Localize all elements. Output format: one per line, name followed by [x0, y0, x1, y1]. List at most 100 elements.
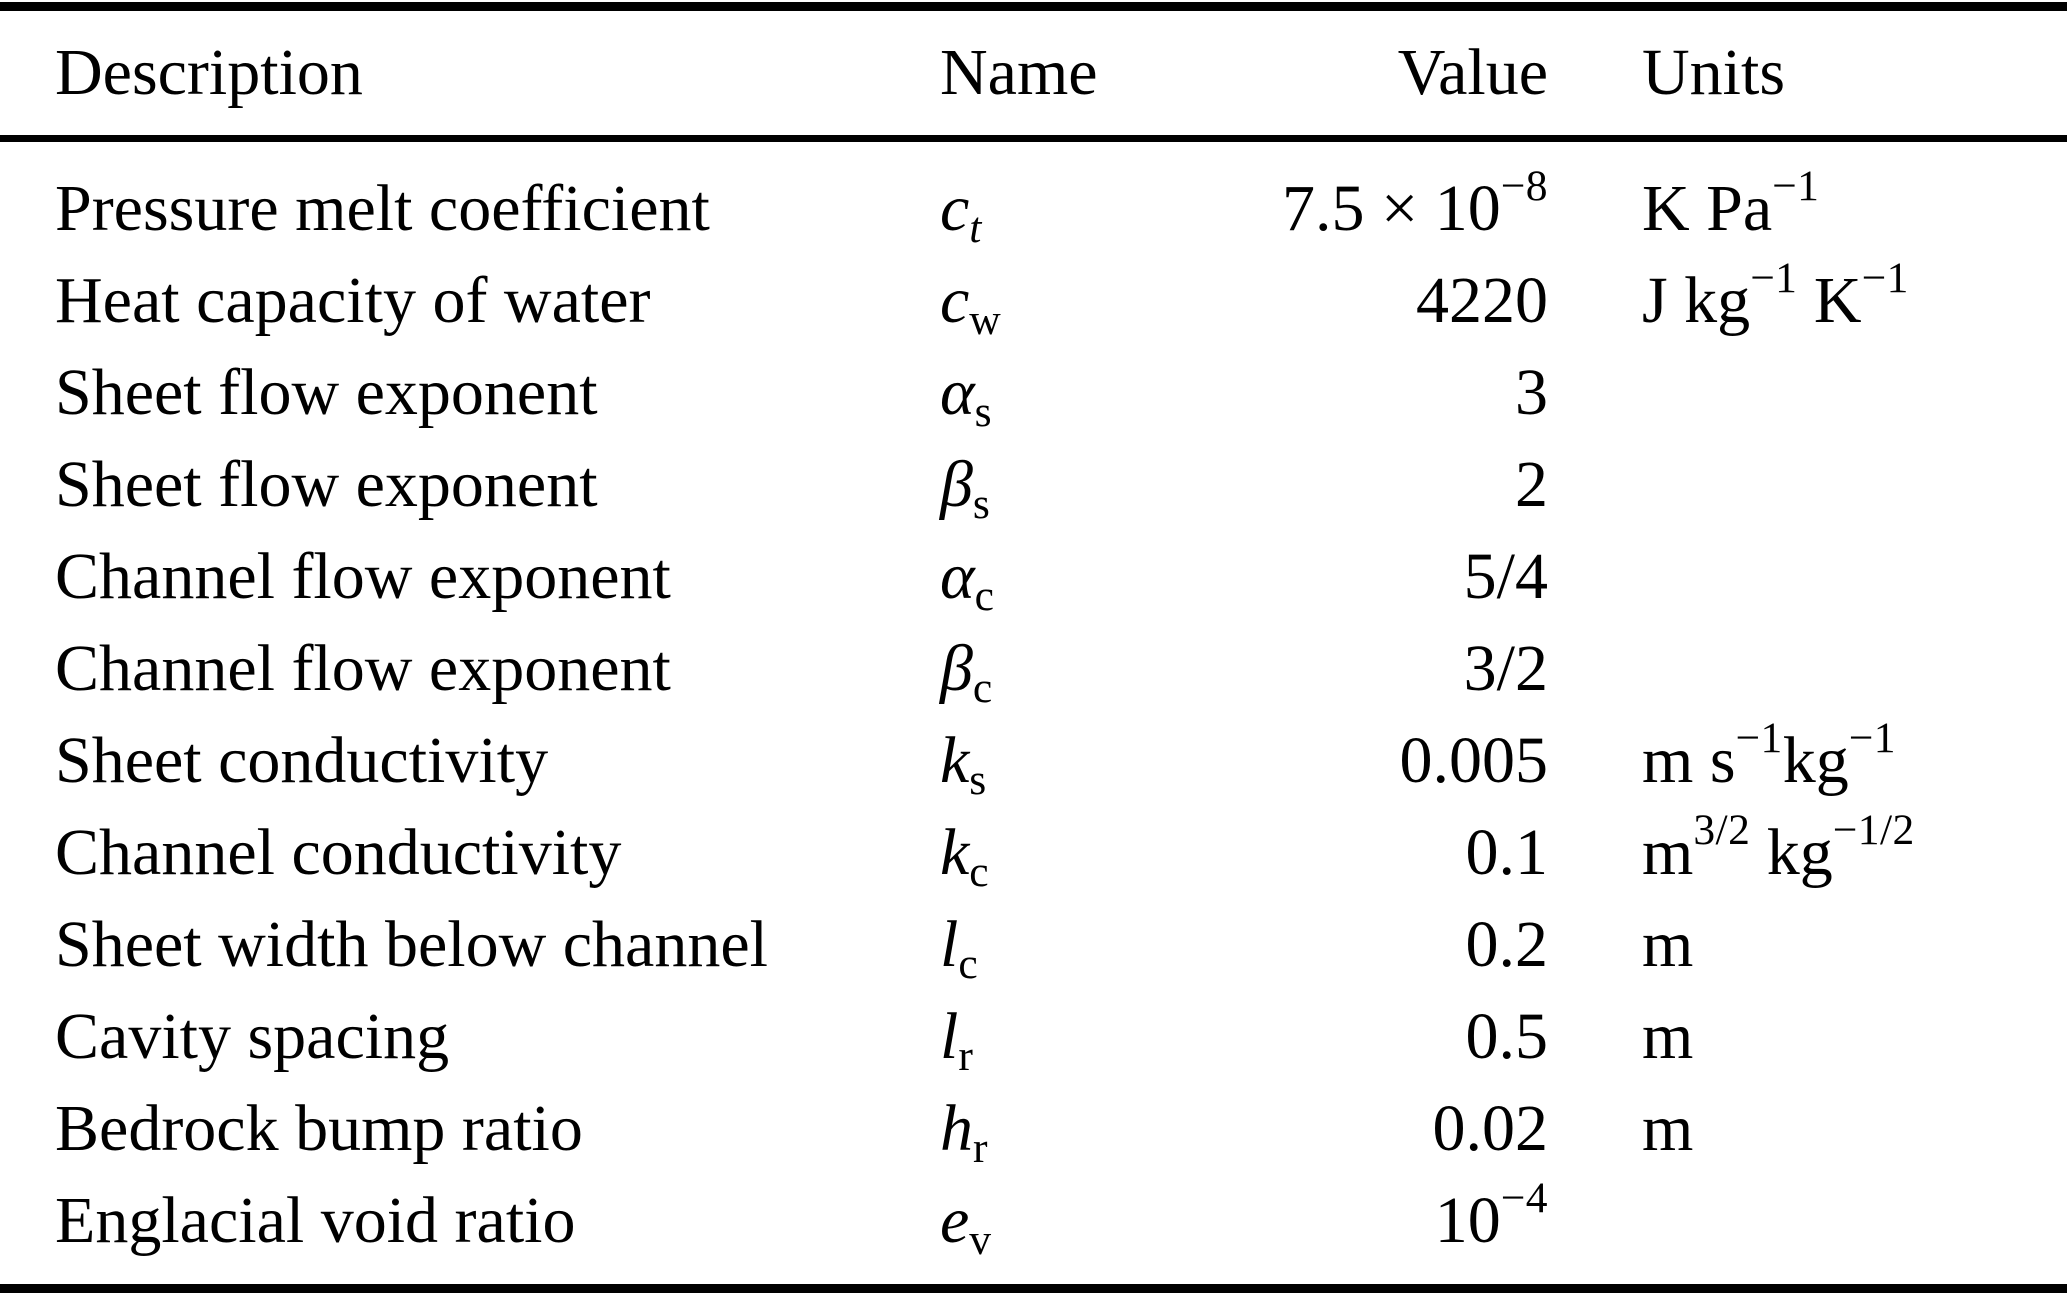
- math-sub: s: [969, 756, 987, 805]
- cell-value: 0.1: [1240, 815, 1549, 891]
- table-row: Cavity spacing lr 0.5 m: [0, 991, 2067, 1083]
- cell-name: ks: [940, 723, 1240, 804]
- math-text: 4220: [1416, 264, 1548, 337]
- math-sup: −4: [1500, 1173, 1548, 1222]
- math-text: m: [1642, 816, 1694, 889]
- math-text: m s: [1642, 724, 1736, 797]
- cell-value: 3/2: [1240, 631, 1548, 707]
- column-header-name: Name: [940, 36, 1098, 109]
- math-text: 0.2: [1465, 908, 1549, 981]
- cell-value: 5/4: [1240, 539, 1548, 615]
- math-text: K: [1797, 264, 1862, 337]
- cell-units: m s−1kg−1: [1548, 714, 2057, 799]
- table-row: Sheet flow exponent βs 2: [0, 439, 2067, 531]
- math-text: h: [940, 1092, 973, 1165]
- cell-description: Englacial void ratio: [55, 1184, 576, 1257]
- cell-units: K Pa−1: [1548, 162, 2057, 247]
- math-sub: s: [972, 480, 990, 529]
- header-rule: [0, 135, 2067, 142]
- column-header-units: Units: [1642, 36, 1786, 109]
- cell-description: Channel conductivity: [55, 816, 622, 889]
- cell-units: J kg−1 K−1: [1548, 254, 2057, 339]
- cell-value: 0.5: [1240, 999, 1549, 1075]
- math-sup: 3/2: [1693, 805, 1751, 854]
- math-text: K Pa: [1642, 172, 1773, 245]
- math-sup: −1: [1750, 253, 1798, 302]
- math-sub: s: [974, 388, 992, 437]
- table-row: Sheet conductivity ks 0.005 m s−1kg−1: [0, 714, 2067, 807]
- cell-name: αs: [940, 355, 1240, 436]
- math-text: c: [940, 264, 970, 337]
- cell-value: 0.02: [1240, 1091, 1549, 1167]
- bottom-rule: [0, 1284, 2067, 1293]
- table-row: Channel flow exponent βc 3/2: [0, 623, 2067, 715]
- cell-value: 7.5 × 10−8: [1240, 162, 1548, 247]
- cell-name: lr: [940, 999, 1240, 1080]
- math-sup: −8: [1500, 161, 1548, 210]
- math-sub: c: [958, 940, 978, 989]
- cell-units: m: [1548, 1091, 2057, 1167]
- cell-units: m: [1548, 907, 2057, 983]
- cell-description: Sheet flow exponent: [55, 448, 598, 521]
- math-text: k: [940, 724, 970, 797]
- cell-name: αc: [940, 539, 1240, 620]
- cell-name: ev: [940, 1183, 1240, 1264]
- cell-value: 4220: [1240, 263, 1548, 339]
- math-text: l: [940, 1000, 959, 1073]
- math-sub: c: [969, 848, 989, 897]
- math-text: 0.5: [1465, 1000, 1549, 1073]
- cell-description: Sheet flow exponent: [55, 356, 598, 429]
- math-text: kg: [1750, 816, 1833, 889]
- column-header-value: Value: [1397, 36, 1548, 109]
- math-text: k: [940, 816, 970, 889]
- math-text: c: [940, 172, 970, 245]
- cell-units: m3/2 kg−1/2: [1548, 806, 2057, 891]
- cell-name: βs: [940, 447, 1240, 528]
- cell-value: 0.005: [1240, 723, 1549, 799]
- math-text: α: [940, 540, 975, 613]
- column-header-description: Description: [55, 36, 363, 109]
- table-row: Sheet flow exponent αs 3: [0, 347, 2067, 439]
- cell-name: hr: [940, 1091, 1240, 1172]
- cell-description: Channel flow exponent: [55, 540, 671, 613]
- math-sub: v: [969, 1216, 992, 1265]
- cell-value: 10−4: [1240, 1174, 1548, 1259]
- math-text: 7.5 × 10: [1282, 172, 1501, 245]
- cell-description: Channel flow exponent: [55, 632, 671, 705]
- math-text: kg: [1782, 724, 1849, 797]
- math-sup: −1: [1848, 713, 1896, 762]
- math-sub: r: [958, 1032, 973, 1081]
- cell-description: Sheet conductivity: [55, 724, 549, 797]
- math-text: m: [1642, 1092, 1694, 1165]
- math-sub: t: [969, 204, 982, 253]
- table-row: Pressure melt coefficient ct 7.5 × 10−8 K P…: [0, 162, 2067, 255]
- cell-units: m: [1548, 999, 2057, 1075]
- math-sup: −1/2: [1832, 805, 1915, 854]
- table-row: Sheet width below channel lc 0.2 m: [0, 899, 2067, 991]
- math-text: l: [940, 908, 959, 981]
- math-sup: −1: [1772, 161, 1820, 210]
- top-rule: [0, 2, 2067, 11]
- math-text: m: [1642, 908, 1694, 981]
- cell-name: ct: [940, 171, 1240, 252]
- table-row: Bedrock bump ratio hr 0.02 m: [0, 1083, 2067, 1175]
- table-header: Description Name Value Units: [0, 11, 2067, 135]
- table-row: Channel flow exponent αc 5/4: [0, 531, 2067, 623]
- math-text: β: [940, 448, 973, 521]
- cell-description: Sheet width below channel: [55, 908, 768, 981]
- cell-description: Cavity spacing: [55, 1000, 450, 1073]
- cell-name: kc: [940, 815, 1240, 896]
- cell-description: Bedrock bump ratio: [55, 1092, 583, 1165]
- cell-value: 2: [1240, 447, 1548, 523]
- math-sup: −1: [1735, 713, 1783, 762]
- cell-name: lc: [940, 907, 1240, 988]
- math-text: β: [940, 632, 973, 705]
- math-text: m: [1642, 1000, 1694, 1073]
- math-text: α: [940, 356, 975, 429]
- math-sub: r: [973, 1124, 988, 1173]
- cell-value: 0.2: [1240, 907, 1549, 983]
- table-body: Pressure melt coefficient ct 7.5 × 10−8 K P…: [0, 142, 2067, 1267]
- cell-value: 3: [1240, 355, 1548, 431]
- math-text: 3/2: [1463, 632, 1548, 705]
- math-text: 3: [1515, 356, 1548, 429]
